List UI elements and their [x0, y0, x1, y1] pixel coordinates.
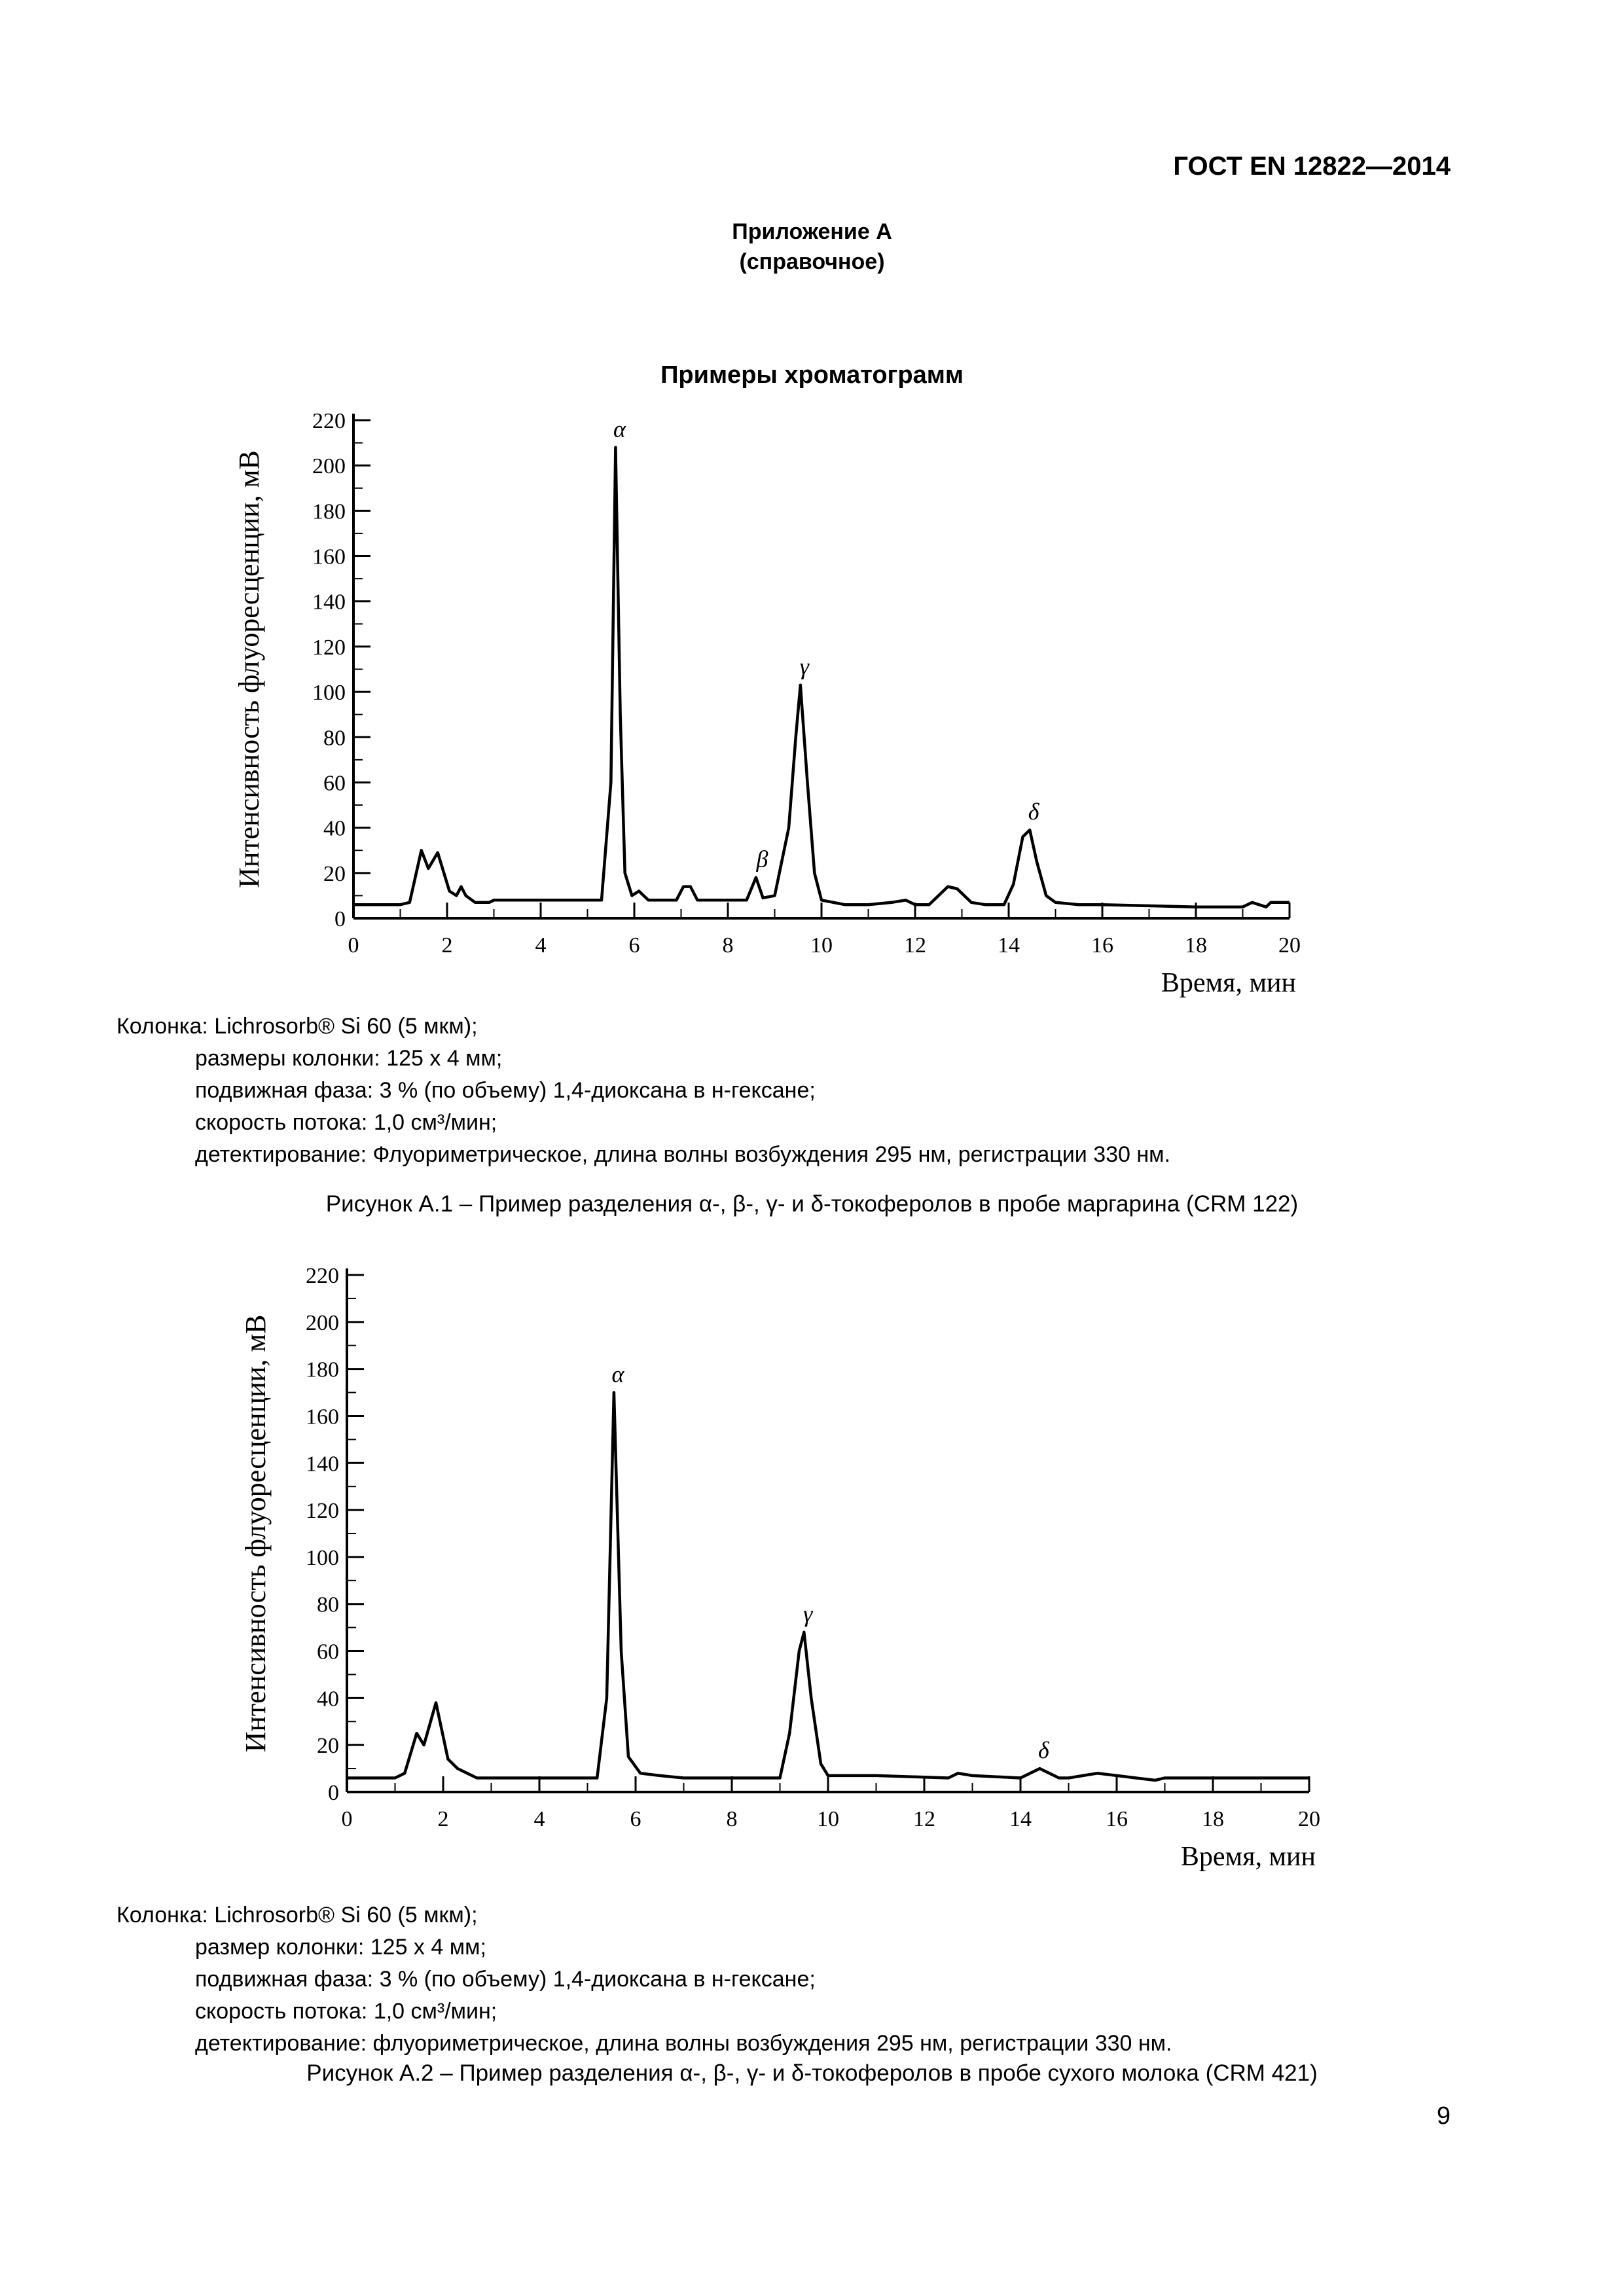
peak-label: β: [756, 846, 768, 872]
x-tick-label: 14: [998, 933, 1020, 958]
y-tick-label: 200: [312, 454, 346, 478]
y-tick-label: 160: [312, 545, 346, 569]
y-tick-label: 100: [312, 681, 346, 705]
chromatogram-2: 0 20 40 60 80 100 120 140 160 180 200 220 0 2 4 6 8 10 12 1…: [240, 1264, 1320, 1872]
y-tick-label: 180: [312, 499, 346, 524]
figure2-caption: Рисунок А.2 – Пример разделения α-, β-, …: [306, 2060, 1318, 2086]
x-tick-label: 20: [1278, 933, 1301, 958]
y-tick-label: 80: [323, 726, 346, 750]
y-axis-label: Интенсивность флуоресценции, мВ: [240, 1315, 272, 1753]
peak-label: γ: [803, 1601, 813, 1627]
y-tick-label: 180: [306, 1358, 339, 1382]
note-line: подвижная фаза: 3 % (по объему) 1,4-диок…: [195, 1967, 816, 1992]
chromatogram-trace: [347, 1391, 1309, 1782]
x-tick-label: 4: [534, 1807, 545, 1831]
x-tick-label: 6: [630, 1807, 641, 1831]
x-tick-label: 4: [535, 933, 547, 958]
x-tick-label: 10: [817, 1807, 839, 1831]
note-line: скорость потока: 1,0 см³/мин;: [195, 1110, 497, 1135]
y-tick-label: 40: [323, 817, 346, 841]
y-tick-label: 80: [317, 1593, 339, 1617]
peak-label: δ: [1038, 1737, 1050, 1763]
note-line: размер колонки: 125 х 4 мм;: [195, 1935, 486, 1960]
note-line: Колонка: Lichrosorb® Si 60 (5 мкм);: [117, 1903, 478, 1928]
figure2-notes: Колонка: Lichrosorb® Si 60 (5 мкм); разм…: [117, 1899, 1172, 2060]
y-tick-label: 220: [312, 409, 346, 433]
x-tick-label: 6: [629, 933, 640, 958]
document-code: ГОСТ EN 12822—2014: [1173, 152, 1451, 181]
y-axis-label: Интенсивность флуоресценции, мВ: [233, 450, 265, 888]
page-number: 9: [1436, 2102, 1451, 2130]
x-tick-label: 12: [913, 1807, 935, 1831]
x-tick-label: 2: [438, 1807, 449, 1831]
peak-label: α: [613, 416, 626, 442]
x-tick-label: 10: [810, 933, 833, 958]
x-tick-label: 18: [1185, 933, 1207, 958]
x-tick-label: 20: [1298, 1807, 1320, 1831]
x-axis-label: Время, мин: [1161, 968, 1296, 998]
y-tick-label: 140: [306, 1452, 339, 1476]
peak-label: γ: [800, 654, 810, 680]
peak-label: α: [611, 1361, 624, 1388]
x-tick-label: 8: [727, 1807, 738, 1831]
y-tick-label: 60: [317, 1640, 339, 1664]
y-tick-label: 20: [317, 1734, 339, 1758]
y-tick-label: 20: [323, 862, 346, 886]
y-tick-label: 120: [312, 636, 346, 660]
x-tick-label: 16: [1106, 1807, 1128, 1831]
annex-label: Приложение А: [732, 219, 892, 244]
x-tick-label: 18: [1202, 1807, 1224, 1831]
x-tick-label: 14: [1009, 1807, 1032, 1831]
x-tick-label: 8: [723, 933, 734, 958]
x-tick-label: 2: [442, 933, 453, 958]
y-tick-label: 140: [312, 590, 346, 615]
x-tick-label: 16: [1091, 933, 1113, 958]
note-line: детектирование: Флуориметрическое, длина…: [195, 1142, 1170, 1167]
annex-type: (справочное): [739, 249, 885, 274]
y-tick-label: 0: [328, 1781, 339, 1805]
note-line: размеры колонки: 125 х 4 мм;: [195, 1046, 503, 1071]
y-tick-label: 0: [334, 907, 346, 931]
note-line: подвижная фаза: 3 % (по объему) 1,4-диок…: [195, 1078, 816, 1103]
section-title: Примеры хроматограмм: [660, 361, 964, 389]
x-tick-label: 0: [348, 933, 359, 958]
note-line: детектирование: флуориметрическое, длина…: [195, 2031, 1172, 2056]
figure1-notes: Колонка: Lichrosorb® Si 60 (5 мкм); разм…: [117, 1011, 1170, 1171]
x-tick-label: 0: [342, 1807, 353, 1831]
figure1-caption: Рисунок А.1 – Пример разделения α-, β-, …: [325, 1191, 1299, 1217]
y-tick-label: 60: [323, 771, 346, 795]
chromatogram-trace: [353, 446, 1290, 908]
y-tick-label: 200: [306, 1311, 339, 1335]
y-tick-label: 100: [306, 1546, 339, 1570]
y-tick-label: 220: [306, 1264, 339, 1288]
y-tick-label: 40: [317, 1687, 339, 1711]
y-tick-label: 120: [306, 1499, 339, 1523]
peak-label: δ: [1028, 798, 1040, 825]
note-line: Колонка: Lichrosorb® Si 60 (5 мкм);: [117, 1014, 478, 1039]
x-tick-label: 12: [904, 933, 926, 958]
note-line: скорость потока: 1,0 см³/мин;: [195, 1999, 497, 2024]
x-axis-label: Время, мин: [1181, 1842, 1316, 1872]
y-tick-label: 160: [306, 1405, 339, 1429]
chromatogram-1: 0 20 40 60 80 100 120 140 160 180 200 220 0 2 4 6 8 10 12 1…: [233, 409, 1301, 998]
